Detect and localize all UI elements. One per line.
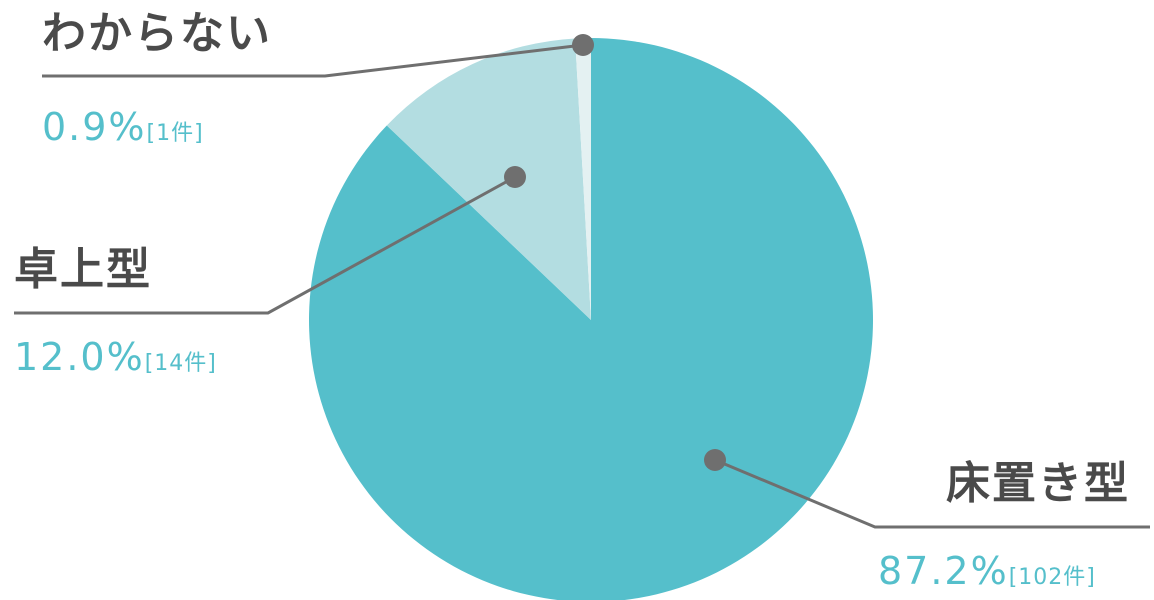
- label-wakaranai: わからない: [42, 8, 272, 59]
- leader-dot-yukaokigata: [704, 449, 726, 471]
- pie-slice-yukaokigata: [309, 38, 873, 600]
- percent-takujogata: 12.0%: [14, 335, 145, 379]
- label-yukaokigata: 床置き型: [946, 458, 1130, 509]
- count-takujogata: [14件]: [144, 351, 217, 376]
- percent-yukaokigata: 87.2%: [878, 549, 1009, 593]
- percent-wakaranai: 0.9%: [42, 105, 147, 149]
- count-wakaranai: [1件]: [146, 121, 204, 146]
- label-takujogata: 卓上型: [14, 244, 152, 295]
- leader-line-takujogata: [14, 175, 516, 315]
- leader-line-yukaokigata: [714, 458, 1150, 529]
- pie-slice-wakaranai: [575, 38, 591, 320]
- value-wakaranai: 0.9%[1件]: [42, 108, 204, 146]
- leader-dot-takujogata: [504, 166, 526, 188]
- leader-lines: [14, 34, 1150, 529]
- leader-line-wakaranai: [42, 43, 584, 78]
- pie-slice-takujogata: [386, 38, 591, 321]
- leader-dot-wakaranai: [572, 34, 594, 56]
- value-yukaokigata: 87.2%[102件]: [878, 552, 1096, 590]
- pie-slices: [309, 38, 873, 600]
- count-yukaokigata: [102件]: [1008, 565, 1096, 590]
- value-takujogata: 12.0%[14件]: [14, 338, 217, 376]
